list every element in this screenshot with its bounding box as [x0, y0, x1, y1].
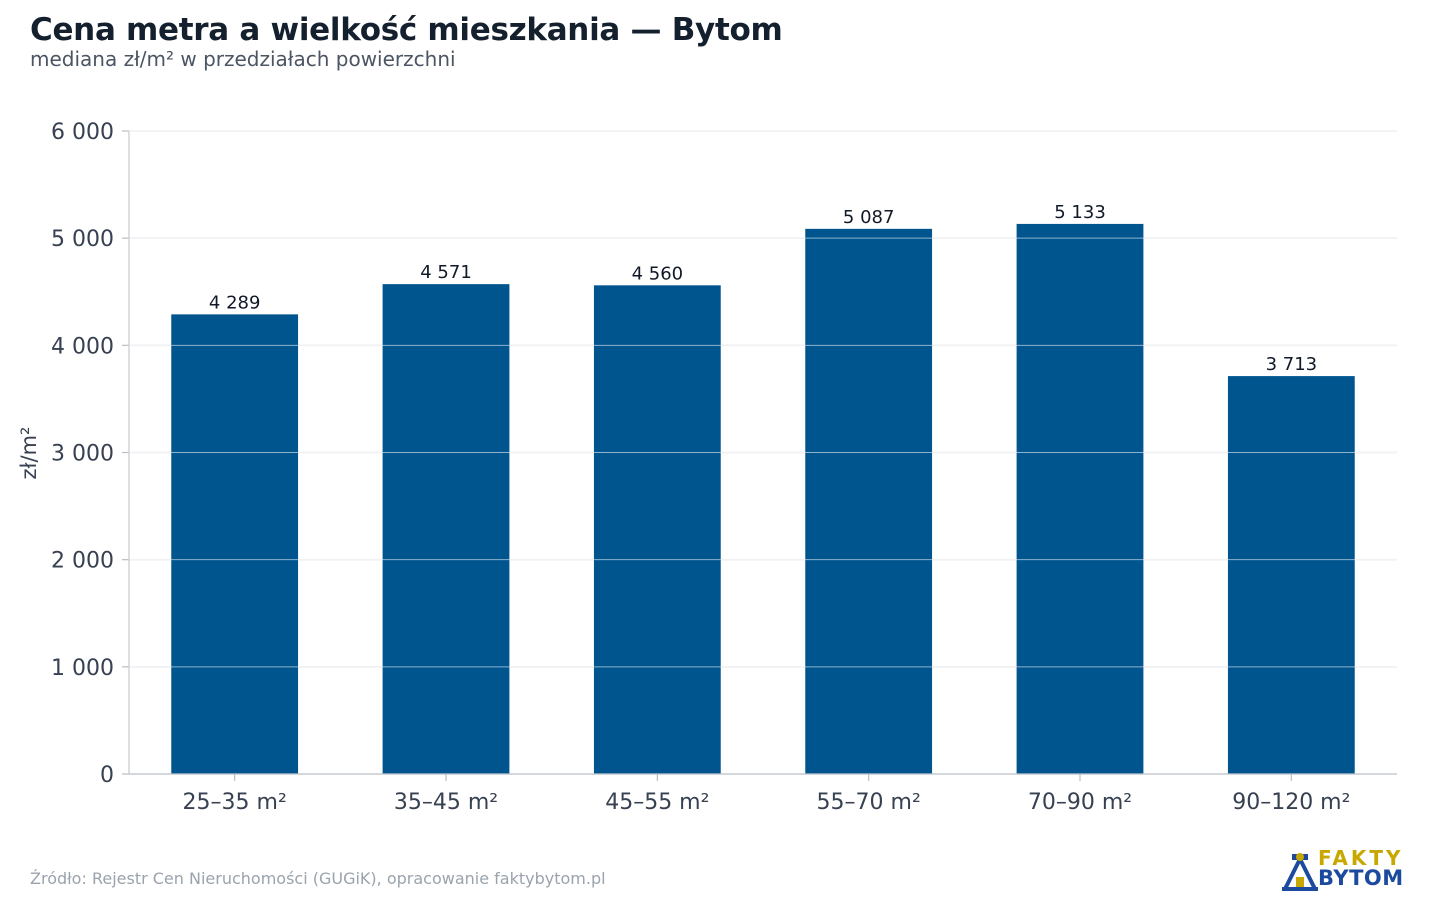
- bars: 4 289 4 571 4 560 5 087 5 133 3 713: [129, 130, 1397, 775]
- bar-chart: 0 1 000 2 000 3 000 4 000 5 000 6 000 4 289 4 5…: [17, 120, 1397, 815]
- y-axis-label: zł/m²: [17, 427, 41, 480]
- x-tick-label: 70–90 m²: [1028, 790, 1132, 815]
- bar: [593, 285, 721, 774]
- bar: [1227, 376, 1355, 774]
- bar: [805, 228, 933, 775]
- y-tick-label: 1 000: [51, 656, 114, 681]
- y-axis: 0 1 000 2 000 3 000 4 000 5 000 6 000: [51, 120, 130, 788]
- data-label: 4 289: [209, 292, 261, 313]
- mine-shaft-icon: [1282, 853, 1318, 891]
- y-tick-label: 3 000: [51, 442, 114, 467]
- data-label: 4 571: [420, 262, 472, 283]
- data-label: 5 133: [1054, 202, 1106, 223]
- y-tick-label: 5 000: [51, 227, 114, 252]
- x-axis: 25–35 m² 35–45 m² 45–55 m² 55–70 m² 70–90 m²…: [129, 773, 1397, 815]
- logo-text-fakty: FAKTY: [1318, 846, 1404, 870]
- logo-text-bytom: BYTOM: [1318, 866, 1404, 890]
- y-tick-label: 4 000: [51, 334, 114, 359]
- data-label: 5 087: [843, 207, 895, 228]
- y-tick-label: 0: [100, 763, 114, 788]
- x-tick-label: 45–55 m²: [605, 790, 709, 815]
- bar: [171, 314, 299, 774]
- bar: [1016, 223, 1144, 774]
- y-tick-label: 6 000: [51, 120, 114, 145]
- chart-subtitle: mediana zł/m² w przedziałach powierzchni: [30, 47, 456, 71]
- y-tick-label: 2 000: [51, 549, 114, 574]
- x-tick-label: 35–45 m²: [394, 790, 498, 815]
- x-tick-label: 25–35 m²: [183, 790, 287, 815]
- faktybytom-logo: FAKTY BYTOM: [1282, 847, 1422, 892]
- bar: [382, 284, 510, 774]
- x-tick-label: 90–120 m²: [1232, 790, 1350, 815]
- source-note: Źródło: Rejestr Cen Nieruchomości (GUGiK…: [30, 869, 606, 888]
- chart-title: Cena metra a wielkość mieszkania — Bytom: [30, 12, 783, 48]
- data-label: 4 560: [632, 263, 684, 284]
- x-tick-label: 55–70 m²: [817, 790, 921, 815]
- data-label: 3 713: [1266, 354, 1318, 375]
